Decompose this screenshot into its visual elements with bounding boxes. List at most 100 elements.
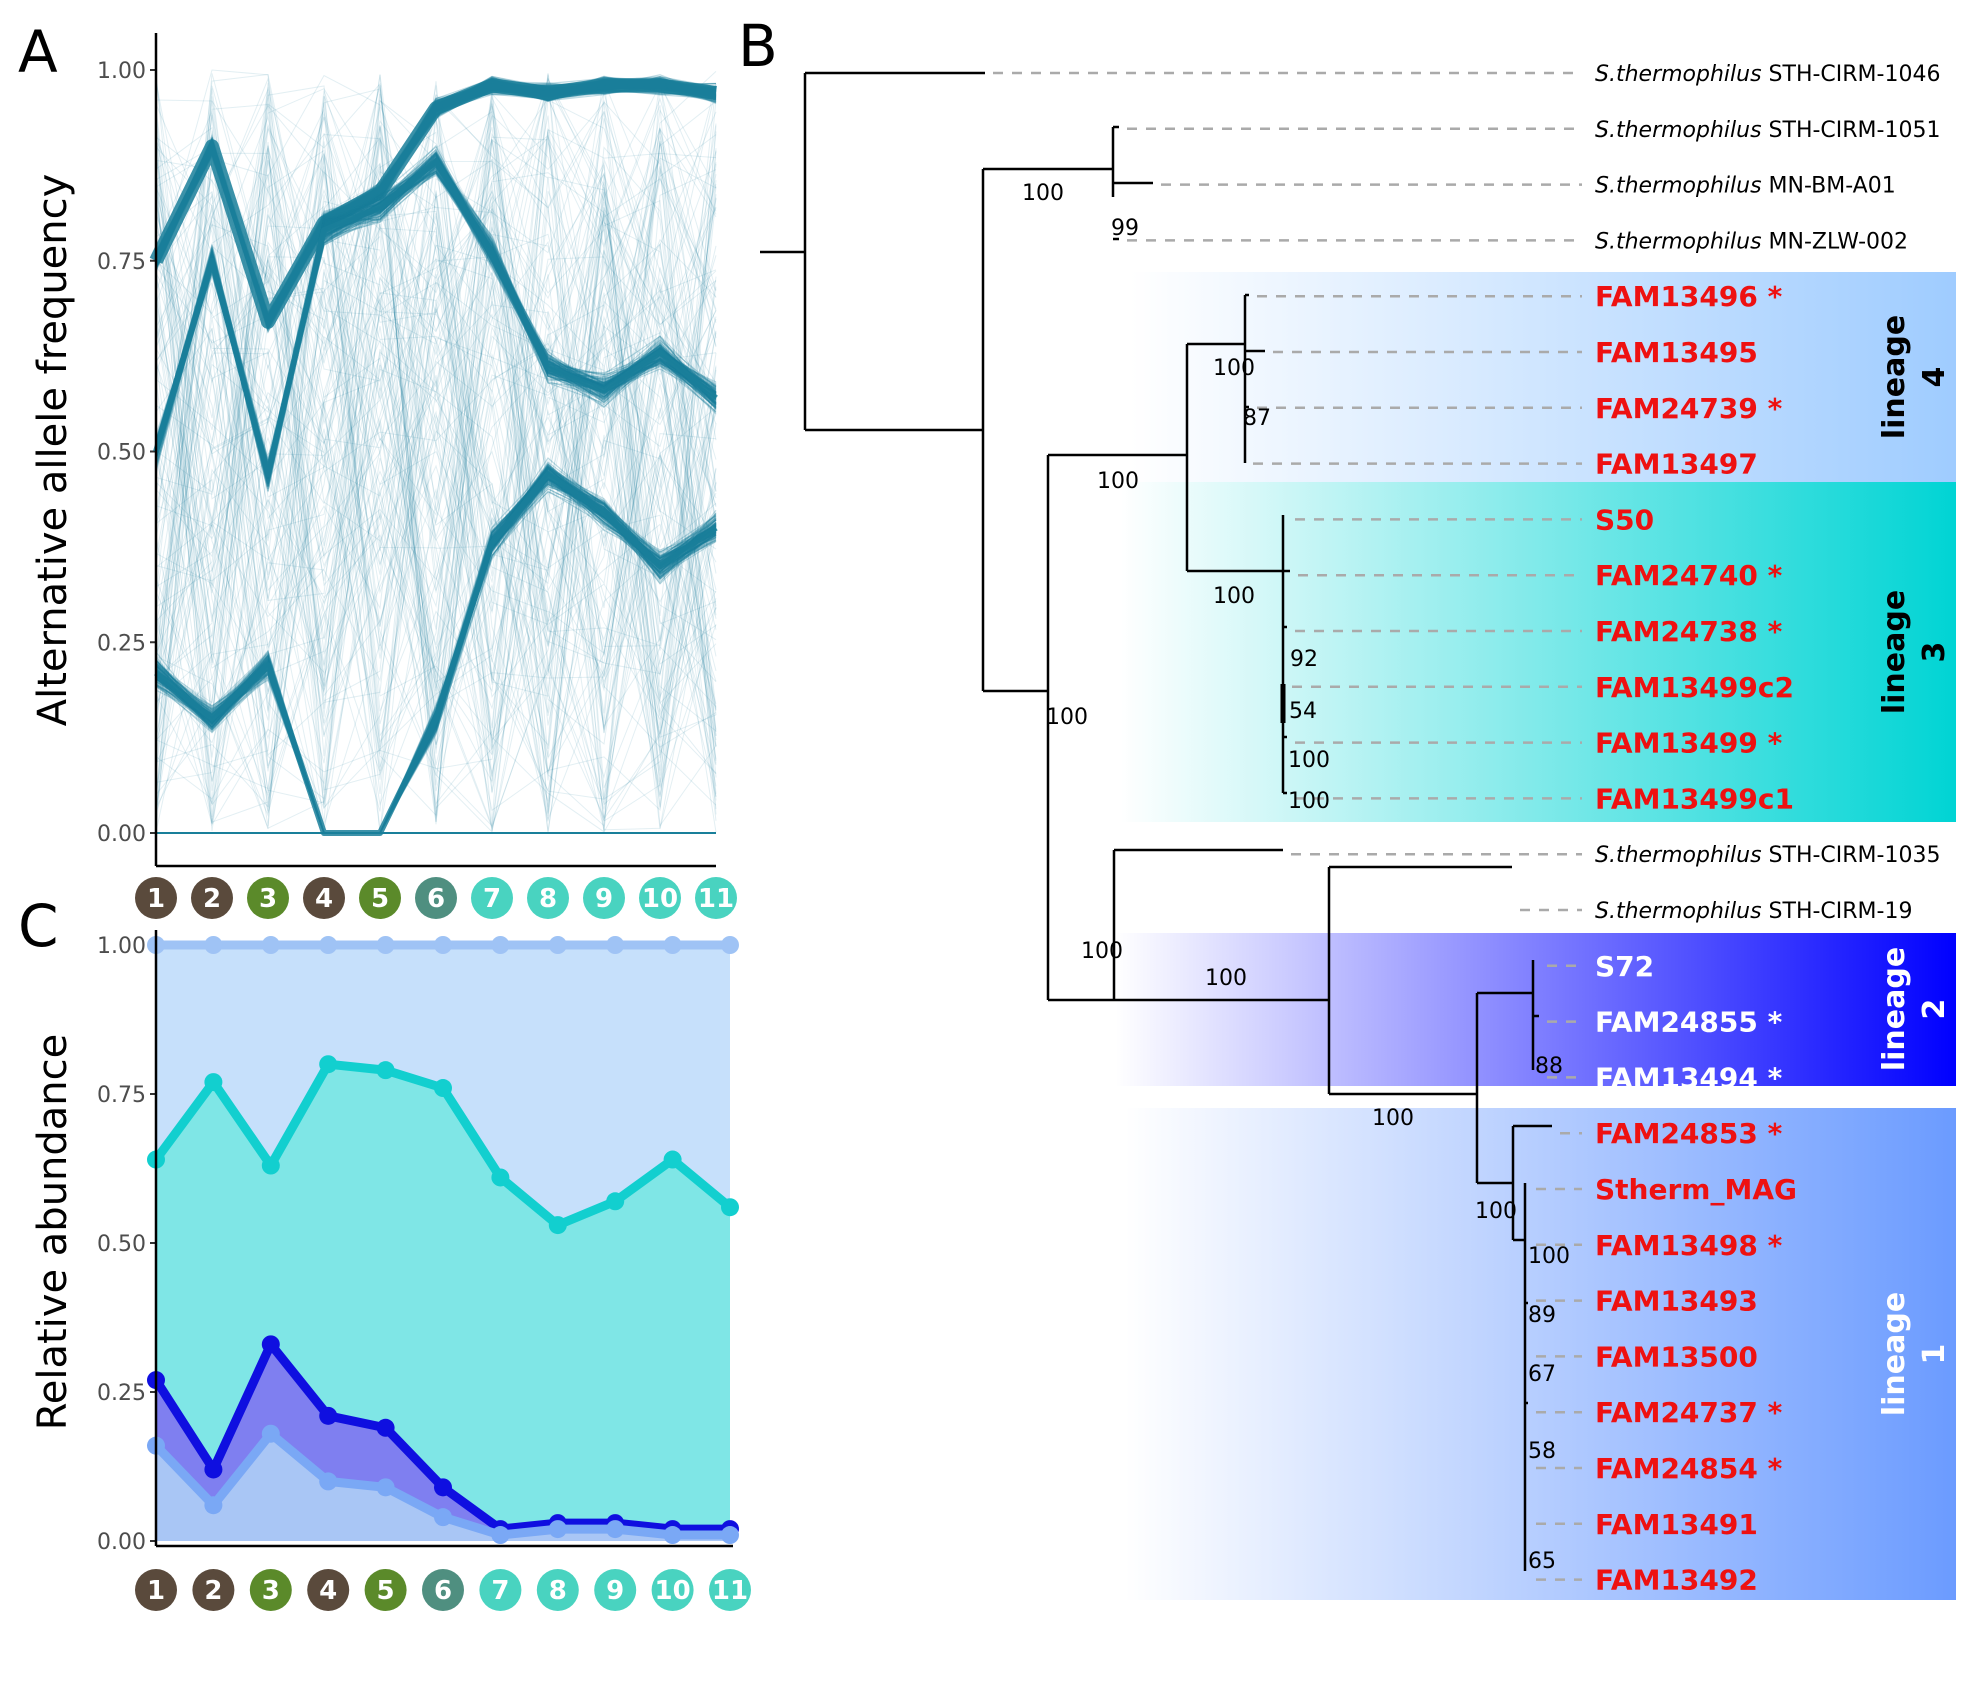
allele-trace — [155, 471, 717, 834]
allele-trace — [155, 84, 717, 812]
allele-trace — [155, 130, 717, 834]
allele-trace — [155, 85, 717, 786]
allele-trace — [155, 123, 717, 707]
allele-trace — [155, 276, 717, 782]
y-tick-label: 1.00 — [97, 934, 146, 959]
allele-trace — [155, 178, 717, 817]
allele-trace — [155, 486, 717, 834]
allele-trace — [155, 73, 717, 809]
allele-trace — [155, 128, 717, 740]
abundance-point — [721, 1526, 739, 1545]
sample-badge-circle — [594, 1569, 637, 1611]
tip-label: S72 — [1595, 950, 1654, 983]
sample-badge-label: 3 — [259, 884, 277, 914]
allele-trace — [155, 83, 717, 505]
y-tick-label: 0.75 — [97, 250, 146, 275]
bootstrap-values: 100 99 100 87 100 100 92 54 100 100 100 100 100 100 88… — [1022, 181, 1570, 1574]
allele-trace — [155, 83, 717, 756]
y-axis-label: Alternative allele frequency — [30, 174, 76, 727]
allele-trace — [155, 76, 717, 689]
sample-badge-circle — [249, 1569, 292, 1611]
sample-badges: 1 2 3 4 5 6 7 8 9 10 11 — [135, 1569, 751, 1611]
bootstrap-value: 67 — [1528, 1362, 1556, 1387]
allele-trace — [155, 78, 717, 775]
sample-badge-label: 1 — [147, 884, 165, 914]
tip-label: S.thermophilus STH-CIRM-1051 — [1595, 118, 1940, 143]
allele-trace — [155, 87, 717, 816]
tip-label: FAM24737 * — [1595, 1396, 1783, 1429]
allele-trace — [155, 74, 717, 831]
allele-trace — [155, 82, 717, 828]
abundance-areas — [147, 936, 739, 1545]
bootstrap-value: 54 — [1289, 699, 1317, 724]
allele-trace — [155, 73, 717, 757]
abundance-point — [204, 1496, 223, 1515]
sample-badge-label: 8 — [549, 1576, 567, 1606]
panel-label-b: B — [738, 12, 778, 80]
tip-label: FAM13494 * — [1595, 1061, 1783, 1094]
allele-trace-core — [154, 471, 718, 836]
lineage-label: lineage 2 — [1877, 947, 1952, 1071]
allele-traces — [149, 69, 718, 836]
allele-trace — [155, 81, 717, 712]
panel-label-c: C — [18, 892, 59, 960]
sample-badge-circle — [359, 877, 401, 919]
abundance-point — [663, 936, 682, 954]
allele-trace — [155, 190, 717, 779]
allele-trace — [155, 119, 717, 680]
abundance-point — [491, 1168, 510, 1187]
y-axis-label: Relative abundance — [30, 1034, 76, 1430]
allele-trace — [155, 158, 717, 726]
bootstrap-value: 88 — [1535, 1054, 1563, 1079]
allele-trace — [155, 105, 717, 823]
allele-trace — [155, 166, 717, 692]
lineage-name: lineage — [1877, 947, 1912, 1071]
abundance-point — [434, 1079, 452, 1098]
allele-trace — [155, 136, 717, 833]
tip-labels: S.thermophilus STH-CIRM-1046S.thermophil… — [1595, 62, 1940, 1597]
sample-badge-circle — [415, 877, 457, 919]
allele-trace — [155, 126, 717, 818]
allele-trace — [155, 115, 717, 807]
allele-frequency-chart: Alternative allele frequency 0.00 0.25 0.5… — [30, 33, 737, 919]
y-tick-label: 0.75 — [97, 1083, 146, 1108]
allele-trace — [155, 187, 717, 698]
abundance-point — [204, 1460, 223, 1479]
allele-trace — [155, 286, 717, 790]
bootstrap-value: 100 — [1372, 1106, 1414, 1131]
allele-trace — [155, 130, 717, 834]
abundance-point — [606, 936, 625, 954]
bootstrap-value: 100 — [1288, 748, 1330, 773]
allele-trace — [155, 108, 717, 816]
allele-trace — [155, 146, 717, 692]
abundance-point — [319, 1055, 338, 1074]
sample-badge-label: 11 — [712, 1576, 748, 1606]
allele-trace — [155, 93, 717, 829]
sample-badge-label: 6 — [427, 884, 445, 914]
lineage-1-band — [1125, 1108, 1956, 1600]
abundance-point — [261, 1335, 280, 1354]
abundance-point — [548, 1520, 567, 1539]
abundance-point — [261, 1424, 280, 1443]
allele-trace — [155, 106, 717, 805]
relative-abundance-chart: Relative abundance 0.000.250.500.751.00 … — [30, 930, 751, 1611]
lineage-label: lineage 3 — [1877, 590, 1952, 714]
allele-trace — [155, 93, 717, 818]
allele-trace — [155, 133, 717, 796]
sample-badge-label: 10 — [655, 1576, 691, 1606]
abundance-point — [663, 1150, 682, 1169]
tip-strain: STH-CIRM-1035 — [1762, 843, 1941, 868]
tip-label: FAM24853 * — [1595, 1117, 1783, 1150]
allele-trace — [155, 186, 717, 717]
sample-badge-circle — [307, 1569, 350, 1611]
bootstrap-value: 100 — [1081, 939, 1123, 964]
allele-trace — [155, 85, 717, 782]
allele-trace — [155, 127, 717, 792]
lineage-number: 1 — [1917, 1344, 1952, 1365]
allele-trace — [155, 243, 717, 647]
tip-label: S50 — [1595, 503, 1654, 536]
allele-trace — [155, 74, 717, 787]
allele-trace — [155, 81, 717, 802]
sample-badge-label: 7 — [483, 884, 501, 914]
